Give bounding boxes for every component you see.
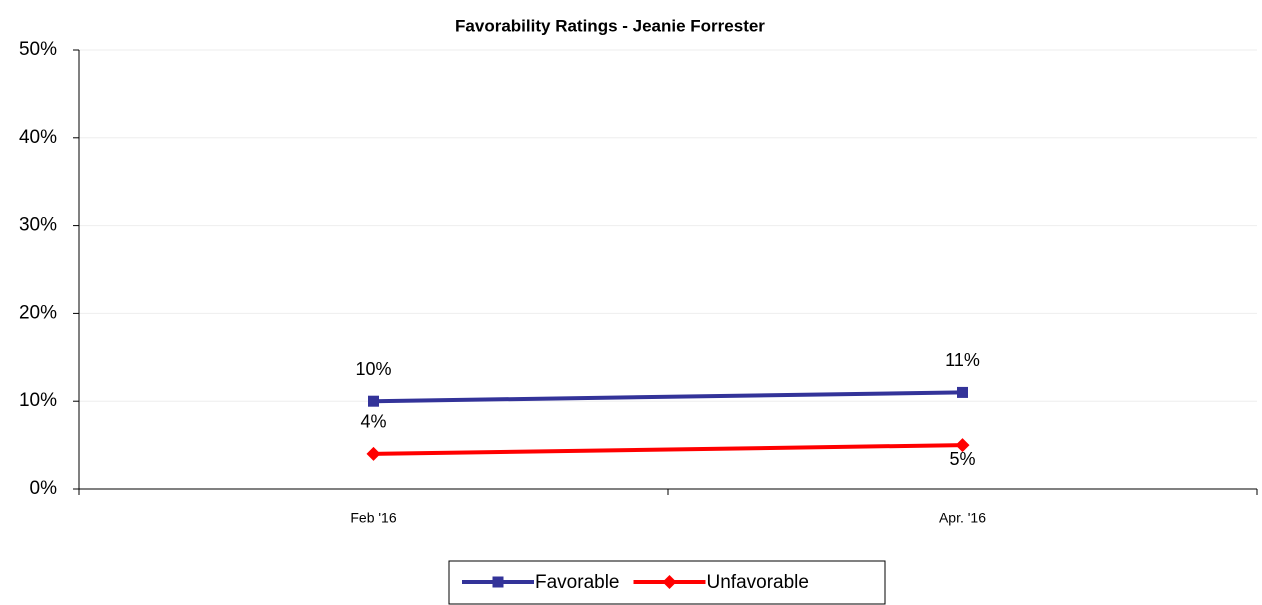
data-label: 4% <box>360 412 386 432</box>
legend-label: Unfavorable <box>707 572 809 593</box>
y-tick-label: 50% <box>19 39 57 60</box>
data-label: 11% <box>945 350 980 370</box>
y-tick-label: 40% <box>19 127 57 148</box>
y-tick-label: 0% <box>30 478 58 499</box>
data-point <box>366 446 381 461</box>
data-label: 10% <box>355 359 391 379</box>
y-tick-label: 10% <box>19 390 57 411</box>
data-point <box>955 438 970 453</box>
series-line <box>373 443 963 456</box>
legend-label: Favorable <box>535 572 620 593</box>
data-label: 5% <box>949 449 975 469</box>
series-line <box>373 390 963 404</box>
x-tick-label: Apr. '16 <box>939 510 986 526</box>
chart-title: Favorability Ratings - Jeanie Forrester <box>455 16 765 35</box>
data-point <box>368 395 379 407</box>
data-point <box>957 386 968 398</box>
y-tick-label: 20% <box>19 302 57 323</box>
legend: Favorable Unfavorable <box>448 560 886 605</box>
x-tick-label: Feb '16 <box>350 510 396 526</box>
legend-marker <box>492 576 504 588</box>
legend-marker <box>662 575 677 589</box>
y-tick-label: 30% <box>19 215 57 236</box>
